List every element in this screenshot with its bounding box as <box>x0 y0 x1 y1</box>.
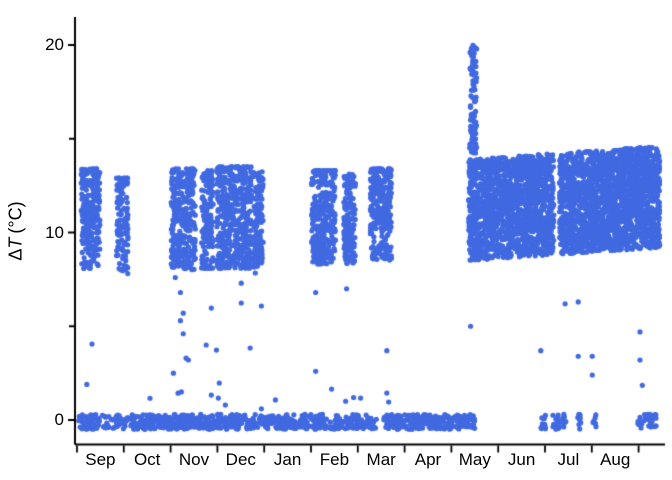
x-tick-label-jun: Jun <box>507 450 536 469</box>
x-tick-label-aug: Aug <box>600 450 631 469</box>
x-tick-label-apr: Apr <box>414 450 442 469</box>
x-tick-label-dec: Dec <box>225 450 256 469</box>
y-axis-title-units: (°C) <box>5 201 26 234</box>
x-tick-label-sep: Sep <box>85 450 116 469</box>
x-tick-label-jan: Jan <box>273 450 302 469</box>
x-tick-label-mar: Mar <box>366 450 396 469</box>
y-axis-title-T: T <box>5 237 26 249</box>
x-tick-label-feb: Feb <box>319 450 350 469</box>
y-tick-label-10: 10 <box>45 222 64 242</box>
y-axis-title: ΔT (°C) <box>6 201 27 260</box>
y-axis-title-delta: Δ <box>5 248 26 261</box>
y-tick-label-20: 20 <box>45 35 64 54</box>
y-tick-label-0: 0 <box>54 410 64 429</box>
x-tick-label-may: May <box>458 450 491 469</box>
x-tick-label-jul: Jul <box>557 450 580 469</box>
x-tick-label-nov: Nov <box>178 450 210 469</box>
x-tick-label-oct: Oct <box>133 450 161 469</box>
